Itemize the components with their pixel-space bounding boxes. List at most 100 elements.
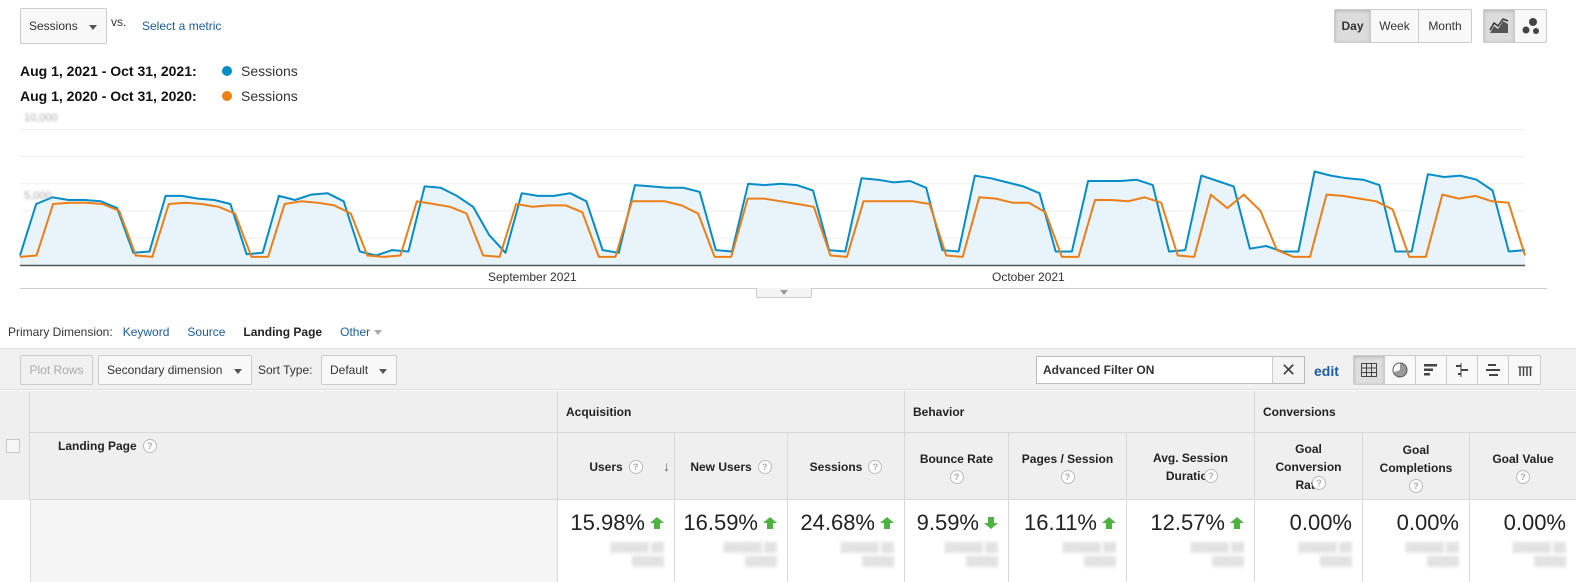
sort-type-dropdown[interactable]: Default [321,355,397,385]
column-new-users[interactable]: New Users? [674,433,787,500]
column-label: Users [589,459,623,474]
column-goal-conversion-rate[interactable]: Goal Conversion Rate ? [1254,433,1362,500]
table-totals-row: 15.98% ██████ ██ █████ 16.59% ██████ ██ █████… [0,500,1576,582]
chevron-down-icon [234,369,242,374]
total-cell: 0.00% ██████ ██ █████ [1254,500,1362,582]
total-change-text: 24.68% [800,510,875,535]
period-month-button[interactable]: Month [1428,19,1462,33]
help-icon[interactable]: ? [1409,478,1423,493]
motion-chart-icon[interactable] [1515,10,1546,42]
edit-filter-link[interactable]: edit [1314,363,1339,379]
legend-current-metric: Sessions [241,63,298,79]
column-label: Landing Page [58,438,137,453]
legend-previous-range: Aug 1, 2020 - Oct 31, 2020: [20,88,197,104]
dimension-keyword-link[interactable]: Keyword [122,325,170,339]
period-toggle: Day Week Month [1334,9,1472,43]
view-toggle [1353,355,1541,385]
total-change-value: 24.68% [800,510,894,536]
total-change-value: 16.59% [683,510,777,536]
term-cloud-view-icon[interactable] [1478,356,1509,384]
group-behavior: Behavior [904,391,1254,433]
y-tick-label: 5,000 [24,190,52,202]
legend-current-dot [222,66,232,76]
metric-select[interactable]: Sessions [20,8,107,44]
x-tick-label: October 2021 [992,270,1065,284]
comparison-view-icon[interactable] [1447,356,1478,384]
select-metric-link[interactable]: Select a metric [142,19,222,33]
column-avg-session-duration[interactable]: Avg. Session Duration ? [1126,433,1254,500]
line-chart-icon[interactable] [1484,10,1516,42]
sort-type-value: Default [330,363,369,377]
chevron-down-icon [379,369,387,374]
arrow-up-icon [880,517,894,529]
column-label: Sessions [809,459,863,474]
dimension-other-label: Other [340,325,371,339]
table-column-header: Users? ↓ New Users? Sessions? Bounce Rat… [0,433,1576,500]
help-icon[interactable]: ? [757,459,772,474]
legend-current: Aug 1, 2021 - Oct 31, 2021: Sessions [20,62,298,80]
primary-dimension-bar: Primary Dimension: Keyword Source Landin… [8,325,383,339]
performance-view-icon[interactable] [1416,356,1447,384]
close-icon[interactable]: ✕ [1272,357,1304,383]
column-label: Goal Conversion Rate [1275,441,1342,492]
total-change-text: 15.98% [570,510,645,535]
vs-label: vs. [111,15,127,29]
chevron-down-icon [374,329,383,335]
dimension-other-dropdown[interactable]: Other [340,325,383,339]
y-tick-label: 10,000 [24,112,58,124]
total-comparison-blurred: ██████ ██ █████ [1190,542,1244,566]
total-comparison-blurred: ██████ ██ █████ [1512,542,1566,566]
advanced-filter-value: Advanced Filter ON [1043,363,1155,377]
select-all-checkbox[interactable] [6,439,20,453]
help-icon[interactable]: ? [1516,469,1530,484]
help-icon[interactable]: ? [1204,469,1218,483]
column-goal-value[interactable]: Goal Value? [1469,433,1576,500]
arrow-up-icon [1102,517,1116,529]
total-cell: 0.00% ██████ ██ █████ [1362,500,1469,582]
dimension-source-link[interactable]: Source [187,325,226,339]
total-comparison-blurred: ██████ ██ █████ [840,542,894,566]
period-day-button[interactable]: Day [1335,10,1371,42]
total-cell: 12.57% ██████ ██ █████ [1126,500,1254,582]
column-pages-session[interactable]: Pages / Session? [1008,433,1126,500]
series-area [20,171,1525,265]
table-group-header: Acquisition Behavior Conversions [0,391,1576,433]
total-change-text: 9.59% [916,510,979,535]
arrow-up-icon [763,517,777,529]
column-label: Pages / Session [1021,451,1114,466]
period-week-button[interactable]: Week [1371,10,1419,42]
column-landing-page[interactable]: Landing Page? [30,391,557,500]
secondary-dimension-label: Secondary dimension [107,363,223,377]
chevron-down-icon [780,290,788,295]
total-change-value: 9.59% [917,510,998,536]
total-cell: 9.59% ██████ ██ █████ [904,500,1008,582]
arrow-down-icon [984,517,998,529]
secondary-dimension-dropdown[interactable]: Secondary dimension [98,355,252,385]
help-icon[interactable]: ? [868,459,883,474]
legend-previous: Aug 1, 2020 - Oct 31, 2020: Sessions [20,87,298,105]
pie-view-icon[interactable] [1385,356,1416,384]
help-icon[interactable]: ? [1312,476,1326,490]
chart-collapse-tab[interactable] [756,288,812,298]
total-change-value: 12.57% [1150,510,1244,536]
group-conversions: Conversions [1254,391,1576,433]
column-goal-completions[interactable]: Goal Completions? [1362,433,1469,500]
sessions-line-chart[interactable] [0,100,1576,300]
help-icon[interactable]: ? [949,469,964,484]
column-sessions[interactable]: Sessions? [787,433,904,500]
total-change-value: 0.00% [1290,510,1352,536]
column-users[interactable]: Users? ↓ [557,433,674,500]
total-comparison-blurred: ██████ ██ █████ [1405,542,1459,566]
table-toolbar: Plot Rows Secondary dimension Sort Type:… [0,348,1576,390]
series-line-current [19,170,1526,257]
plot-rows-button[interactable]: Plot Rows [20,355,93,385]
help-icon[interactable]: ? [628,459,643,474]
table-view-icon[interactable] [1354,356,1385,384]
help-icon[interactable]: ? [142,438,157,453]
help-icon[interactable]: ? [1060,469,1075,484]
column-bounce-rate[interactable]: Bounce Rate? [904,433,1008,500]
advanced-filter-field[interactable]: Advanced Filter ON ✕ [1036,356,1305,384]
dimension-landing-page: Landing Page [243,325,323,339]
pivot-view-icon[interactable] [1509,356,1540,384]
chart-type-toggle [1483,9,1547,43]
